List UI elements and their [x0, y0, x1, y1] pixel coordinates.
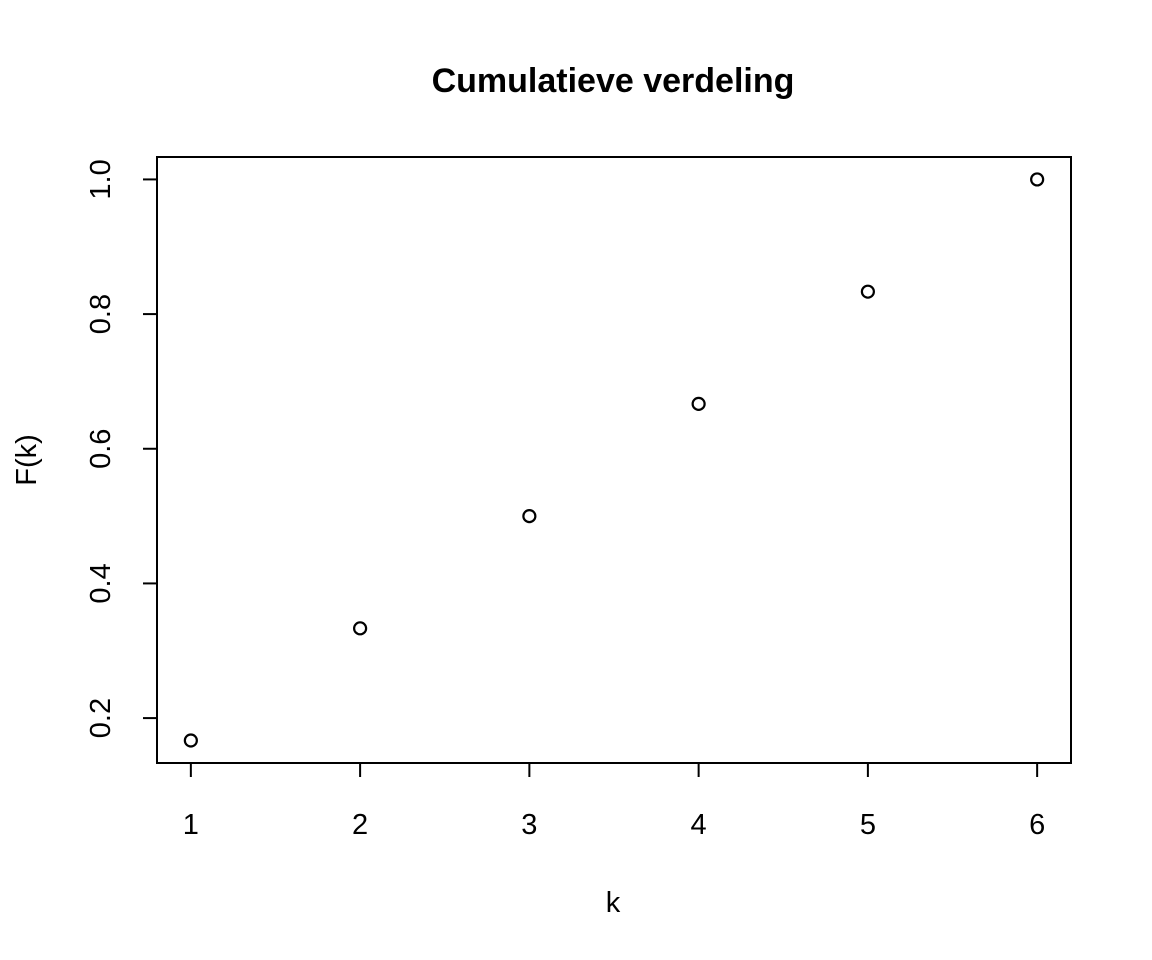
data-point	[522, 508, 537, 524]
x-tick-label: 2	[352, 809, 368, 841]
x-tick-label: 1	[183, 809, 199, 841]
x-axis-ticks: 1 2 3 4 5 6	[183, 763, 1045, 841]
y-tick-label: 0.8	[85, 294, 117, 334]
y-tick-label: 0.6	[85, 429, 117, 469]
y-tick-label: 0.2	[85, 698, 117, 738]
y-tick-label: 1.0	[85, 159, 117, 199]
chart-title: Cumulatieve verdeling	[432, 62, 795, 100]
x-tick-label: 5	[860, 809, 876, 841]
x-tick-label: 3	[521, 809, 537, 841]
x-tick-label: 4	[691, 809, 707, 841]
data-point	[183, 733, 198, 748]
x-axis-label: k	[606, 887, 621, 919]
x-tick-label: 6	[1029, 809, 1045, 841]
y-tick-label: 0.4	[85, 563, 117, 603]
data-point	[691, 396, 706, 411]
data-point	[353, 621, 368, 636]
data-point	[1030, 172, 1045, 187]
data-point	[860, 284, 875, 299]
data-points	[183, 172, 1045, 748]
y-axis-ticks: 0.2 0.4 0.6 0.8 1.0	[85, 159, 157, 738]
plot-frame	[156, 156, 1072, 764]
y-axis-label: F(k)	[11, 434, 43, 486]
